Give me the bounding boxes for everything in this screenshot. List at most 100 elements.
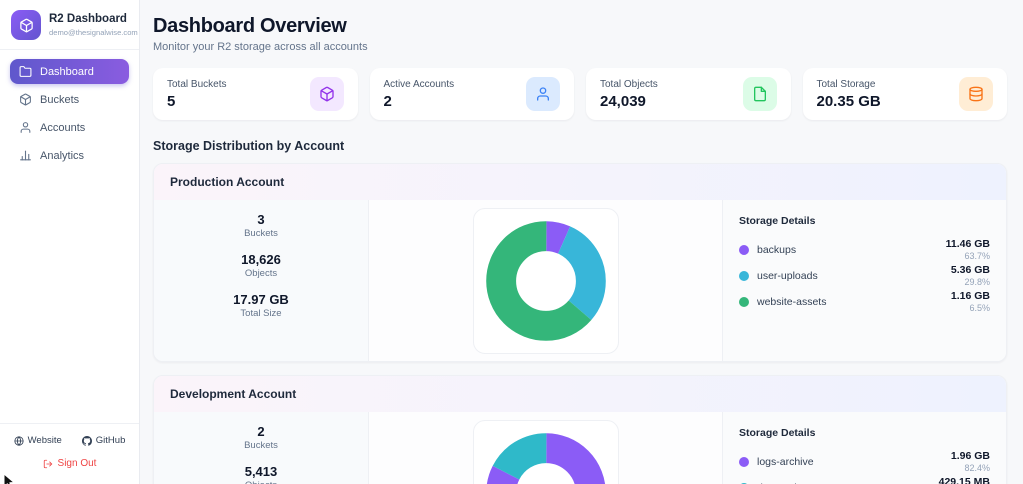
sidebar: R2 Dashboard demo@thesignalwise.com Dash… bbox=[0, 0, 140, 484]
sidebar-divider bbox=[0, 49, 139, 50]
storage-detail-row: dev-testing 429.15 MB 17.6% bbox=[739, 476, 990, 484]
bucket-name: logs-archive bbox=[757, 455, 814, 468]
sign-out-label: Sign Out bbox=[57, 458, 97, 469]
github-icon bbox=[81, 435, 92, 446]
account-chart-column bbox=[369, 412, 722, 484]
storage-detail-values: 11.46 GB 63.7% bbox=[946, 238, 990, 261]
bucket-name: website-assets bbox=[757, 295, 827, 308]
account-stat: 17.97 GB Total Size bbox=[154, 292, 368, 319]
stat-label: Total Storage bbox=[816, 78, 876, 90]
storage-detail-values: 1.16 GB 6.5% bbox=[951, 290, 990, 313]
website-link[interactable]: Website bbox=[14, 435, 62, 446]
stat-text: Total Storage 20.35 GB bbox=[817, 79, 881, 110]
sidebar-footer: Website GitHub Sign Out bbox=[0, 423, 139, 484]
stat-label: Active Accounts bbox=[383, 78, 455, 90]
account-stat-value: 3 bbox=[257, 212, 265, 227]
storage-detail-name-group: dev-testing bbox=[739, 482, 808, 484]
account-stat-label: Buckets bbox=[244, 228, 278, 239]
storage-detail-name-group: user-uploads bbox=[739, 270, 818, 282]
stat-card-active-accounts: Active Accounts 2 bbox=[369, 68, 574, 120]
cube-icon bbox=[19, 93, 32, 106]
legend-dot-icon bbox=[739, 482, 749, 484]
sidebar-item-dashboard[interactable]: Dashboard bbox=[10, 59, 129, 84]
bucket-size: 1.16 GB bbox=[950, 290, 990, 302]
donut-chart-panel bbox=[472, 207, 619, 354]
globe-icon bbox=[14, 435, 24, 446]
bucket-name: backups bbox=[757, 243, 797, 256]
account-stat-label: Buckets bbox=[244, 440, 278, 451]
sidebar-item-label: Dashboard bbox=[40, 65, 94, 78]
storage-detail-name-group: backups bbox=[739, 244, 796, 256]
storage-donut-chart bbox=[486, 432, 605, 484]
user-icon bbox=[19, 121, 32, 134]
bucket-size: 11.46 GB bbox=[945, 238, 990, 250]
legend-dot-icon bbox=[739, 270, 749, 281]
storage-detail-values: 1.96 GB 82.4% bbox=[951, 450, 990, 473]
stat-text: Active Accounts 2 bbox=[384, 79, 455, 110]
stat-value: 24,039 bbox=[600, 92, 646, 110]
account-card-body: 2 Buckets 5,413 Objects Storage Details … bbox=[154, 412, 1006, 484]
account-title: Production Account bbox=[170, 175, 285, 189]
bucket-percentage: 29.8% bbox=[964, 277, 990, 287]
account-stat: 5,413 Objects bbox=[154, 464, 368, 484]
user-icon bbox=[526, 77, 560, 111]
account-stats-column: 2 Buckets 5,413 Objects bbox=[154, 412, 369, 484]
storage-detail-row: backups 11.46 GB 63.7% bbox=[739, 238, 990, 261]
account-stat: 18,626 Objects bbox=[154, 252, 368, 279]
account-title: Development Account bbox=[170, 387, 297, 401]
bucket-size: 1.96 GB bbox=[950, 450, 990, 462]
cube-icon bbox=[309, 77, 344, 111]
bucket-percentage: 63.7% bbox=[964, 251, 990, 261]
bucket-percentage: 6.5% bbox=[969, 303, 990, 313]
logout-icon bbox=[43, 459, 53, 469]
storage-detail-values: 429.15 MB 17.6% bbox=[939, 476, 990, 484]
account-email: demo@thesignalwise.com bbox=[49, 28, 138, 38]
account-stat-value: 2 bbox=[257, 424, 265, 439]
account-card-header: Production Account bbox=[154, 164, 1006, 200]
account-stat-value: 18,626 bbox=[241, 252, 281, 267]
sidebar-footer-divider bbox=[0, 423, 139, 424]
account-details-column: Storage Details backups 11.46 GB 63.7% u… bbox=[722, 200, 1006, 361]
donut-chart-panel bbox=[472, 419, 619, 484]
bucket-size: 429.15 MB bbox=[938, 476, 990, 484]
account-card-header: Development Account bbox=[154, 376, 1006, 412]
github-link-label: GitHub bbox=[95, 435, 126, 446]
account-stat-value: 17.97 GB bbox=[233, 292, 289, 307]
storage-detail-values: 5.36 GB 29.8% bbox=[951, 264, 990, 287]
sidebar-item-label: Accounts bbox=[40, 121, 86, 134]
account-stats-column: 3 Buckets 18,626 Objects 17.97 GB Total … bbox=[154, 200, 369, 361]
section-title: Storage Distribution by Account bbox=[153, 139, 345, 153]
storage-detail-name-group: website-assets bbox=[739, 296, 826, 308]
app-logo: R2 Dashboard demo@thesignalwise.com bbox=[0, 0, 139, 49]
sign-out-button[interactable]: Sign Out bbox=[0, 450, 139, 484]
sidebar-item-label: Analytics bbox=[40, 149, 85, 162]
storage-details-title: Storage Details bbox=[739, 427, 816, 439]
account-card-production-account: Production Account 3 Buckets 18,626 Obje… bbox=[153, 163, 1007, 362]
stat-card-total-buckets: Total Buckets 5 bbox=[153, 68, 358, 120]
main-content[interactable]: Dashboard Overview Monitor your R2 stora… bbox=[140, 0, 1023, 484]
account-stat: 2 Buckets bbox=[154, 424, 368, 451]
account-stat: 3 Buckets bbox=[154, 212, 368, 239]
storage-detail-row: user-uploads 5.36 GB 29.8% bbox=[739, 264, 990, 287]
storage-details-list: logs-archive 1.96 GB 82.4% dev-testing 4… bbox=[739, 450, 990, 484]
folder-icon bbox=[19, 65, 32, 78]
sidebar-item-accounts[interactable]: Accounts bbox=[10, 115, 129, 140]
github-link[interactable]: GitHub bbox=[81, 435, 126, 446]
sidebar-nav: Dashboard Buckets Accounts Analytics bbox=[0, 50, 139, 171]
sidebar-item-buckets[interactable]: Buckets bbox=[10, 87, 129, 112]
storage-details-list: backups 11.46 GB 63.7% user-uploads 5.36… bbox=[739, 238, 990, 313]
sidebar-item-analytics[interactable]: Analytics bbox=[10, 143, 129, 168]
storage-details-title: Storage Details bbox=[739, 215, 816, 227]
donut-segment bbox=[485, 220, 606, 341]
website-link-label: Website bbox=[27, 435, 62, 446]
stat-value: 2 bbox=[383, 92, 392, 110]
legend-dot-icon bbox=[739, 244, 749, 255]
mouse-cursor bbox=[3, 473, 15, 484]
stat-card-total-storage: Total Storage 20.35 GB bbox=[802, 68, 1007, 120]
stat-label: Total Buckets bbox=[167, 78, 227, 90]
cube-icon bbox=[11, 10, 41, 40]
account-stat-label: Objects bbox=[244, 268, 278, 279]
app-title: R2 Dashboard bbox=[49, 12, 127, 25]
storage-detail-name-group: logs-archive bbox=[739, 456, 814, 468]
stat-value: 5 bbox=[167, 92, 176, 110]
